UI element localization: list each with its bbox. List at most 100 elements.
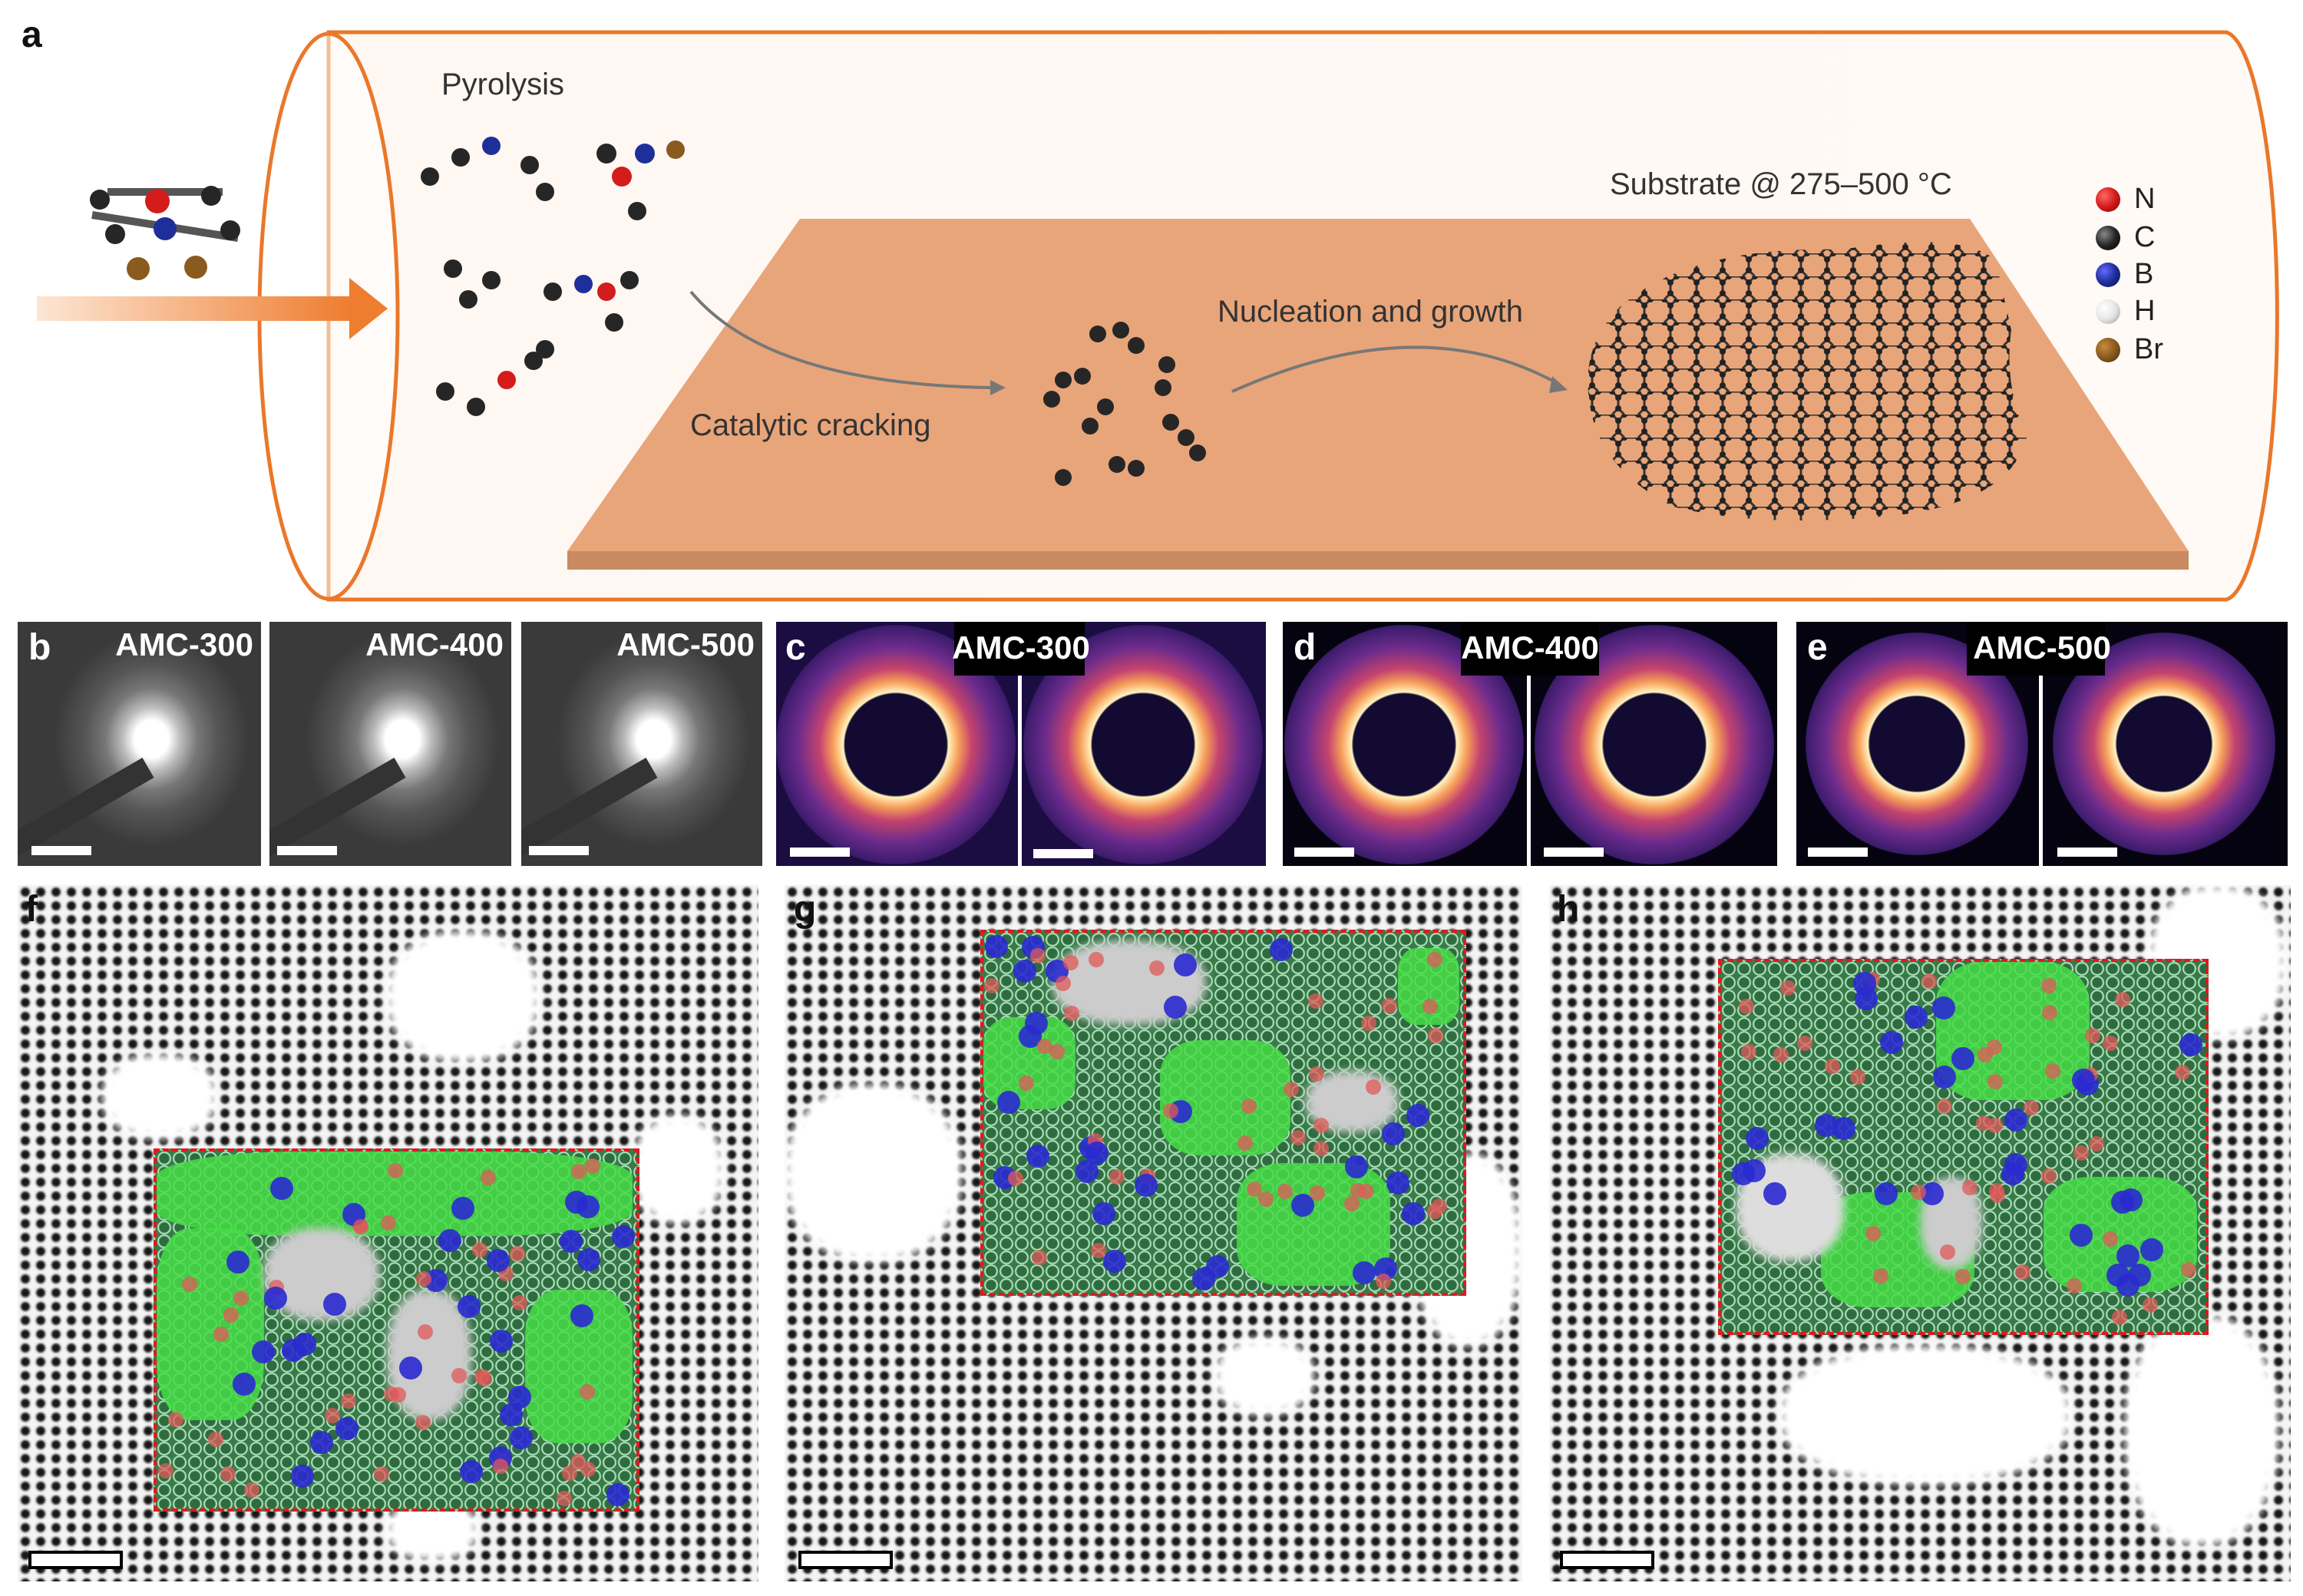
pentagon-ring: [1290, 1129, 1307, 1145]
heptagon-ring: [1763, 1181, 1786, 1205]
scale-bar: [2057, 848, 2117, 857]
heptagon-ring: [399, 1356, 423, 1380]
pentagon-ring: [352, 1219, 368, 1235]
panel-e: e AMC-500: [1796, 622, 2288, 866]
pentagon-ring: [1308, 993, 1324, 1009]
gas-flow-arrow: [37, 296, 352, 321]
atom-ball-icon: [2096, 225, 2120, 250]
pentagon-ring: [1344, 1196, 1360, 1211]
panel-label-g: g: [794, 889, 817, 930]
scale-bar: [28, 1551, 123, 1569]
pentagon-ring: [1976, 1115, 1992, 1131]
pentagon-ring: [2041, 1168, 2057, 1184]
panel-h: h: [1549, 885, 2291, 1581]
cvd-tube-schematic: [37, 30, 2279, 602]
sample-title: AMC-500: [616, 626, 755, 663]
heptagon-ring: [2004, 1108, 2028, 1132]
pentagon-ring: [388, 1162, 404, 1178]
heptagon-ring: [232, 1373, 256, 1396]
heptagon-ring: [577, 1247, 600, 1271]
heptagon-ring: [1092, 1201, 1115, 1225]
amorphous-carbon-monolayer: [1588, 242, 2027, 520]
heptagon-ring: [1173, 953, 1197, 976]
heptagon-ring: [2001, 1162, 2025, 1186]
heptagon-ring: [2179, 1033, 2202, 1056]
legend-item-c: C: [2096, 221, 2155, 254]
saed-pattern-400: AMC-400: [269, 622, 511, 866]
heptagon-ring: [1905, 1005, 1928, 1029]
panel-d: d AMC-400: [1283, 622, 1777, 866]
scale-bar: [1544, 848, 1604, 857]
pentagon-ring: [1825, 1058, 1841, 1074]
saed-pattern-300: b AMC-300: [18, 622, 261, 866]
pentagon-ring: [213, 1327, 230, 1343]
heptagon-ring: [1743, 1158, 1766, 1182]
heptagon-ring: [2116, 1274, 2139, 1297]
heptagon-ring: [1352, 1261, 1376, 1284]
saed-pattern-500: AMC-500: [521, 622, 762, 866]
heptagon-ring: [1832, 1116, 1856, 1140]
pentagon-ring: [1163, 1103, 1179, 1119]
pentagon-ring: [1277, 1184, 1293, 1200]
pentagon-ring: [1865, 1225, 1882, 1241]
heptagon-ring: [1931, 996, 1955, 1019]
panel-label-a: a: [21, 15, 42, 55]
pentagon-ring: [1310, 1185, 1325, 1201]
pentagon-ring: [1007, 1171, 1023, 1187]
pentagon-ring: [223, 1307, 240, 1323]
pentagon-ring: [2015, 1264, 2031, 1280]
pentagon-ring: [2089, 1136, 2105, 1152]
pentagon-ring: [1773, 1046, 1789, 1062]
legend-item-br: Br: [2096, 333, 2163, 366]
pentagon-ring: [476, 1371, 492, 1387]
heptagon-ring: [1085, 1142, 1109, 1165]
heptagon-ring: [2069, 1223, 2093, 1247]
panel-f: f: [18, 885, 758, 1581]
pentagon-ring: [1284, 1081, 1300, 1097]
nucleation-label: Nucleation and growth: [1218, 295, 1524, 329]
heptagon-ring: [226, 1251, 249, 1274]
pentagon-ring: [1921, 973, 1938, 990]
scale-bar: [790, 848, 850, 857]
pentagon-ring: [233, 1290, 249, 1306]
pentagon-ring: [157, 1463, 173, 1479]
panel-label-h: h: [1557, 889, 1580, 930]
panel-label-d: d: [1294, 627, 1317, 668]
heptagon-ring: [489, 1329, 513, 1353]
heptagon-ring: [291, 1464, 315, 1488]
pentagon-ring: [493, 1458, 509, 1474]
pentagon-ring: [1313, 1117, 1330, 1133]
scale-bar: [1033, 849, 1093, 858]
heptagon-ring: [1025, 1011, 1049, 1035]
heptagon-ring: [292, 1332, 316, 1356]
pentagon-ring: [1382, 998, 1398, 1014]
scale-bar: [277, 846, 337, 855]
pyrolysis-label: Pyrolysis: [441, 68, 565, 101]
heptagon-ring: [559, 1230, 583, 1254]
pentagon-ring: [1241, 1098, 1257, 1114]
pentagon-ring: [1308, 1066, 1324, 1082]
heptagon-ring: [1875, 1181, 1898, 1205]
heptagon-ring: [576, 1195, 600, 1218]
panel-label-c: c: [785, 627, 806, 668]
sample-title: AMC-400: [365, 626, 504, 663]
scale-bar: [798, 1551, 893, 1569]
pentagon-ring: [2181, 1261, 2197, 1277]
heptagon-ring: [606, 1483, 630, 1507]
heptagon-ring: [509, 1426, 533, 1449]
pentagon-ring: [1049, 1044, 1065, 1060]
catalytic-cracking-label: Catalytic cracking: [690, 408, 931, 442]
atom-ball-icon: [2096, 337, 2120, 362]
atom-ball-icon: [2096, 299, 2120, 324]
heptagon-ring: [507, 1385, 531, 1409]
analysis-region: [980, 930, 1466, 1296]
heptagon-ring: [335, 1416, 359, 1440]
heptagon-ring: [2116, 1244, 2140, 1267]
heptagon-ring: [1381, 1122, 1405, 1146]
pentagon-ring: [1796, 1036, 1812, 1052]
pentagon-ring: [2085, 1027, 2101, 1043]
scale-bar: [1294, 848, 1354, 857]
pentagon-ring: [416, 1271, 432, 1287]
pentagon-ring: [1911, 1185, 1927, 1201]
sample-title: AMC-300: [115, 626, 253, 663]
